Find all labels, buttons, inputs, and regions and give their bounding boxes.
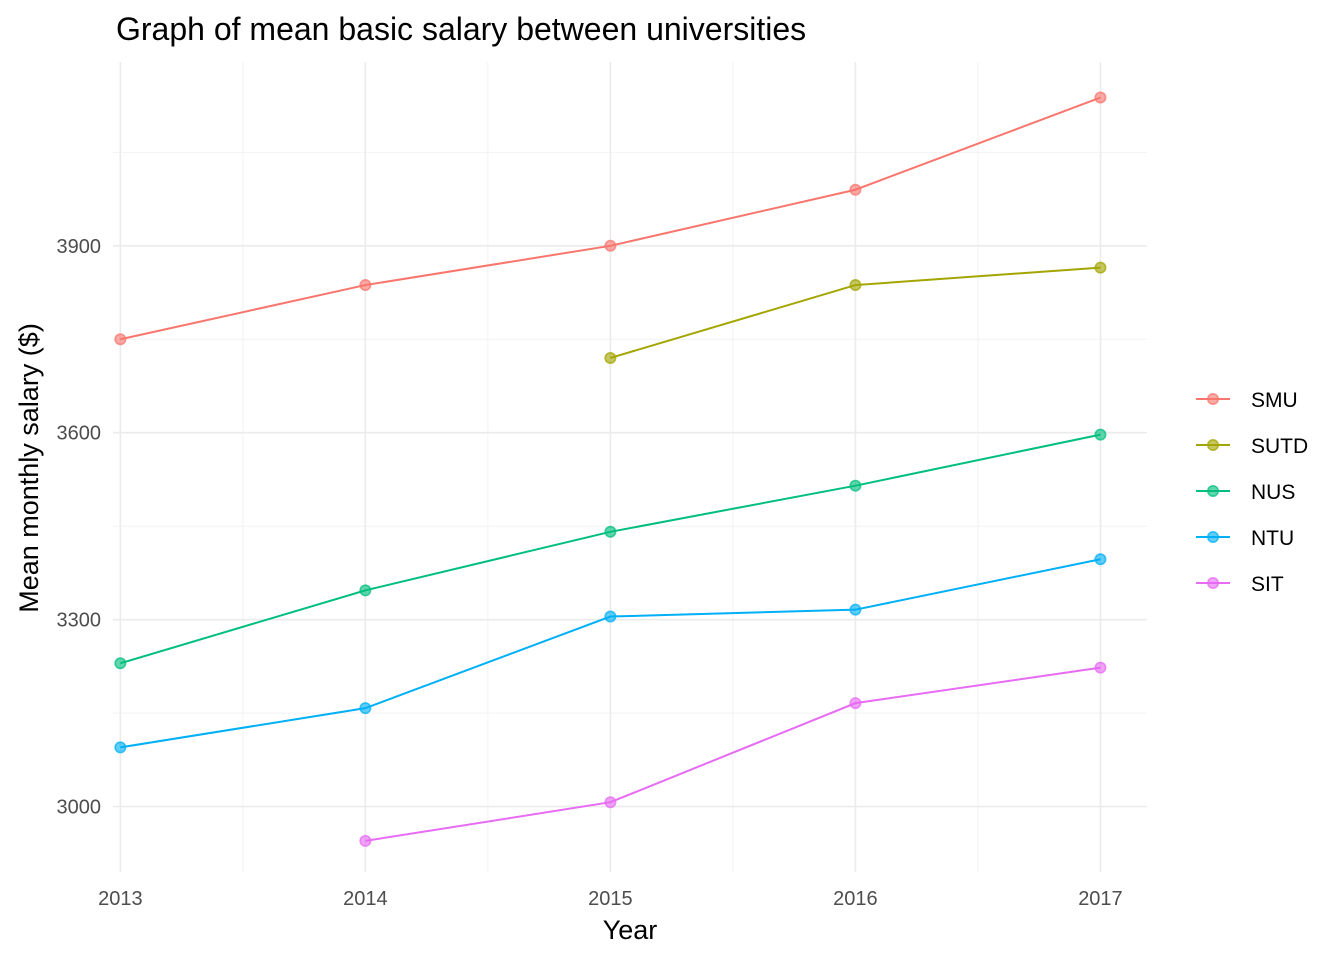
data-point [604, 796, 617, 809]
x-tick-label: 2016 [833, 888, 878, 910]
legend-label: NUS [1251, 481, 1295, 504]
y-tick-label: 3600 [57, 423, 102, 445]
legend: SMU SUTD NUS NTU SIT [1196, 389, 1308, 596]
legend-key-point [1207, 438, 1220, 451]
y-tick-label: 3900 [57, 236, 102, 258]
legend-label: SMU [1251, 389, 1298, 412]
series-sit [359, 661, 1107, 847]
data-point [849, 279, 862, 292]
data-point [604, 351, 617, 364]
data-point [1094, 428, 1107, 441]
x-tick-label: 2015 [588, 888, 633, 910]
series-line [365, 666, 1101, 842]
data-point [359, 279, 372, 292]
legend-key-point [1207, 530, 1220, 543]
legend-label: SUTD [1251, 435, 1308, 458]
x-tick-label: 2014 [343, 888, 388, 910]
series-sutd [604, 261, 1107, 364]
legend-key-point [1207, 392, 1220, 405]
legend-key-point [1207, 484, 1220, 497]
legend-label: SIT [1251, 573, 1284, 596]
series-ntu [114, 553, 1107, 754]
data-point [604, 525, 617, 538]
legend-item-ntu: NTU [1196, 527, 1294, 550]
legend-item-sutd: SUTD [1196, 435, 1308, 458]
data-point [849, 697, 862, 710]
data-point [114, 333, 127, 346]
x-tick-label: 2017 [1078, 888, 1123, 910]
y-tick-label: 3000 [57, 797, 102, 819]
data-point [849, 479, 862, 492]
y-axis-ticks: 3000 3300 3600 3900 [57, 236, 102, 819]
data-point [359, 584, 372, 597]
data-point [849, 183, 862, 196]
data-point [1094, 553, 1107, 566]
legend-key-point [1207, 576, 1220, 589]
y-tick-label: 3300 [57, 610, 102, 632]
data-point [1094, 261, 1107, 274]
data-point [359, 834, 372, 847]
data-point [604, 239, 617, 252]
data-point [359, 702, 372, 715]
y-axis-title: Mean monthly salary ($) [14, 323, 44, 613]
x-axis-title: Year [603, 915, 658, 945]
x-axis-ticks: 2013 2014 2015 2016 2017 [98, 888, 1123, 910]
data-point [114, 657, 127, 670]
data-point [849, 603, 862, 616]
legend-label: NTU [1251, 527, 1294, 550]
x-tick-label: 2013 [98, 888, 143, 910]
data-point [1094, 91, 1107, 104]
chart-title: Graph of mean basic salary between unive… [116, 11, 806, 47]
data-point [114, 741, 127, 754]
series-nus [114, 428, 1107, 670]
legend-item-smu: SMU [1196, 389, 1298, 412]
grid [113, 62, 1147, 872]
series-group [114, 91, 1107, 847]
series-smu [114, 91, 1107, 346]
legend-item-nus: NUS [1196, 481, 1295, 504]
legend-item-sit: SIT [1196, 573, 1284, 596]
data-point [604, 610, 617, 623]
data-point [1094, 661, 1107, 674]
